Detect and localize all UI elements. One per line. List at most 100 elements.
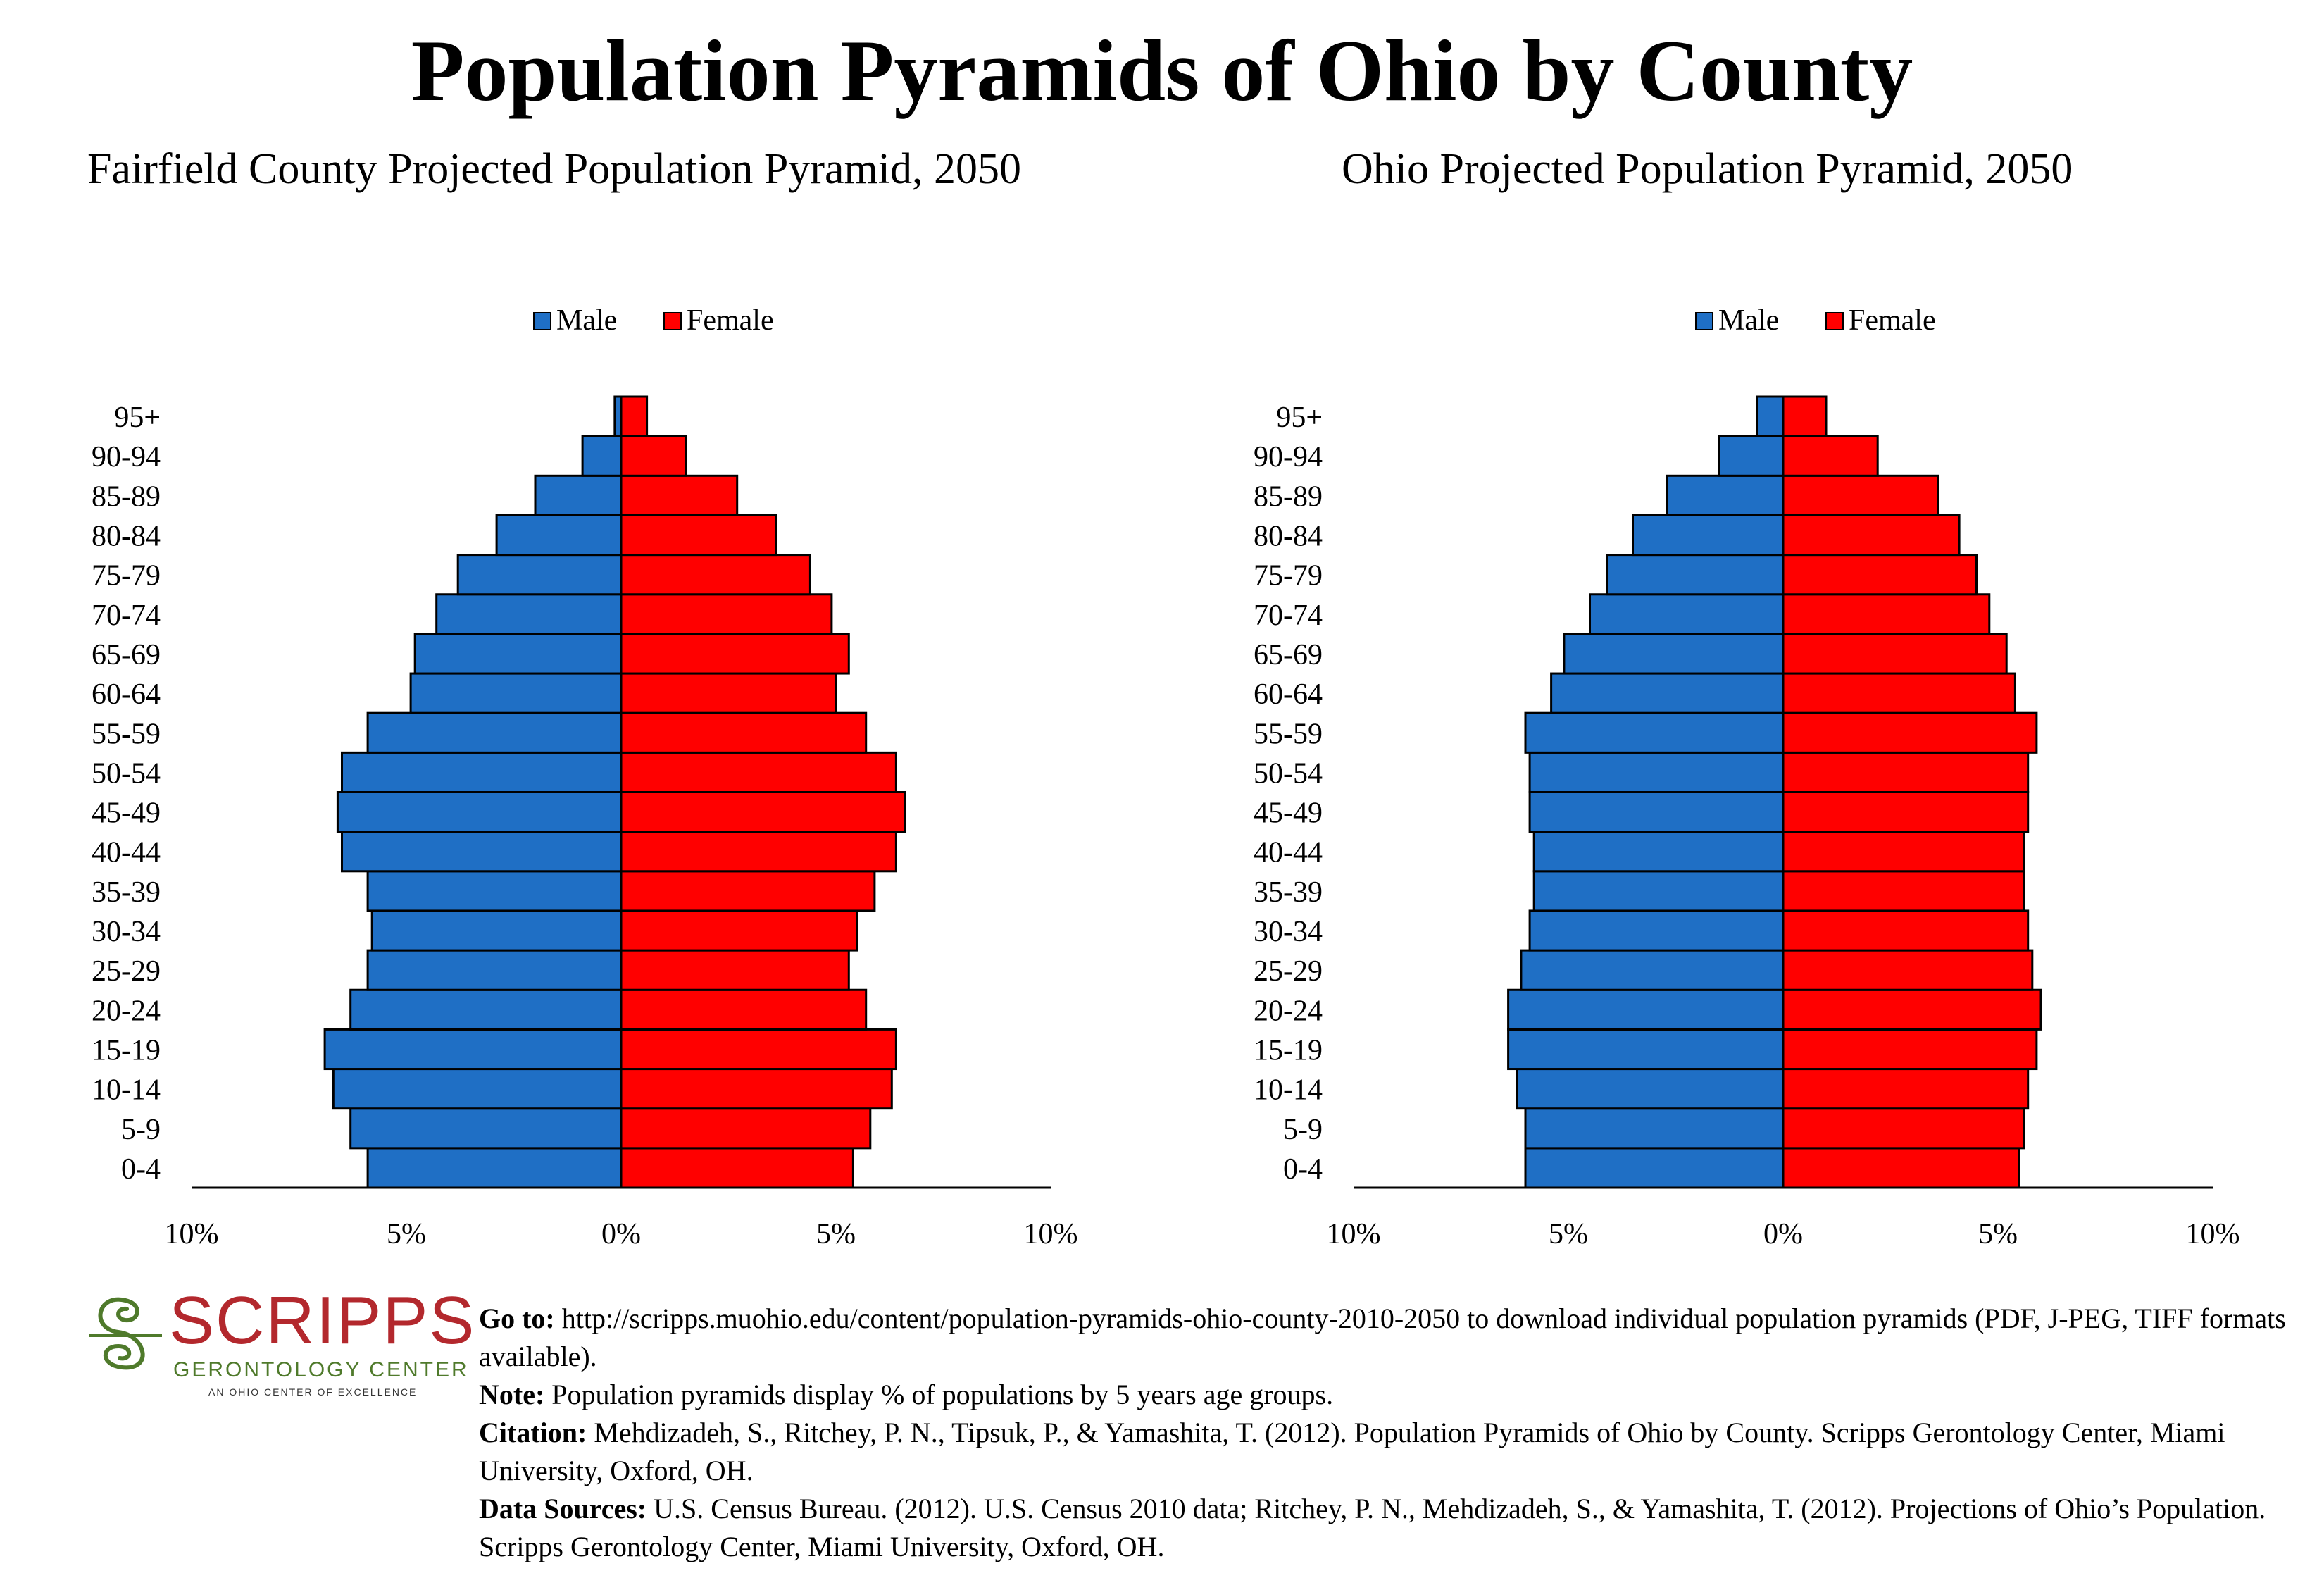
male-bar-40-44: [341, 831, 623, 873]
female-bar-80-84: [1782, 514, 1961, 557]
footer-notes: Go to: http://scripps.muohio.edu/content…: [479, 1300, 2310, 1566]
male-bar-65-69: [1563, 633, 1785, 675]
male-bar-70-74: [1589, 593, 1785, 635]
male-bar-35-39: [1532, 870, 1785, 912]
age-group-label: 35-39: [92, 876, 161, 909]
age-group-label: 30-34: [1254, 916, 1323, 948]
female-bar-0-4: [1782, 1147, 2020, 1189]
male-bar-30-34: [1528, 909, 1785, 952]
ohio-pyramid-chart: 0-4 5-9 10-14 15-19 20-24 25-29 30-34 35-39 40-4…: [1254, 304, 2240, 1250]
male-bar-0-4: [1524, 1147, 1785, 1189]
female-bar-40-44: [1782, 831, 2025, 873]
female-bar-70-74: [1782, 593, 1991, 635]
male-bar-55-59: [1524, 711, 1785, 754]
female-bar-45-49: [620, 791, 906, 833]
male-bar-25-29: [1520, 949, 1785, 991]
x-tick-label: 0%: [601, 1218, 641, 1250]
female-bar-40-44: [620, 831, 897, 873]
legend-swatch-female: [1825, 312, 1844, 330]
female-bar-60-64: [1782, 672, 2016, 714]
male-bar-60-64: [409, 672, 623, 714]
age-group-label: 30-34: [92, 916, 161, 948]
x-tick-label: 0%: [1763, 1218, 1803, 1250]
male-bar-40-44: [1532, 831, 1785, 873]
legend-swatch-female: [663, 312, 682, 330]
x-tick-label: 5%: [1978, 1218, 2018, 1250]
female-bar-70-74: [620, 593, 833, 635]
x-tick-label: 5%: [816, 1218, 856, 1250]
age-group-label: 15-19: [92, 1034, 161, 1067]
age-group-label: 80-84: [92, 521, 161, 553]
age-group-label: 85-89: [1254, 480, 1323, 513]
male-bar-5-9: [349, 1107, 623, 1150]
male-bar-50-54: [1528, 751, 1785, 793]
female-bar-65-69: [620, 633, 850, 675]
female-bar-25-29: [1782, 949, 2034, 991]
age-group-label: 45-49: [92, 797, 161, 830]
age-group-label: 55-59: [92, 718, 161, 750]
footer-data-sources: Data Sources: U.S. Census Bureau. (2012)…: [479, 1493, 2266, 1562]
age-group-label: 0-4: [121, 1153, 161, 1186]
female-bar-25-29: [620, 949, 850, 991]
female-bar-30-34: [1782, 909, 2030, 952]
legend-swatch-male: [1695, 312, 1713, 330]
female-bar-95+: [620, 395, 649, 437]
male-bar-35-39: [366, 870, 623, 912]
age-group-label: 5-9: [121, 1114, 161, 1146]
age-group-label: 65-69: [92, 639, 161, 671]
male-bar-50-54: [341, 751, 623, 793]
male-bar-90-94: [581, 435, 623, 477]
age-group-label: 40-44: [92, 837, 161, 869]
male-bar-15-19: [323, 1028, 623, 1071]
female-bar-80-84: [620, 514, 777, 557]
age-group-label: 5-9: [1283, 1114, 1323, 1146]
female-bar-95+: [1782, 395, 1828, 437]
male-bar-45-49: [336, 791, 623, 833]
legend-swatch-male: [533, 312, 551, 330]
female-bar-60-64: [620, 672, 837, 714]
age-group-label: 60-64: [92, 678, 161, 711]
female-bar-5-9: [620, 1107, 872, 1150]
age-group-label: 0-4: [1283, 1153, 1323, 1186]
age-group-label: 95+: [1276, 402, 1323, 434]
male-bar-85-89: [1666, 474, 1785, 516]
male-bar-95+: [1756, 395, 1785, 437]
age-group-label: 70-74: [1254, 599, 1323, 632]
male-bar-75-79: [1606, 554, 1785, 596]
age-group-label: 90-94: [92, 441, 161, 473]
x-tick-label: 10%: [1327, 1218, 1381, 1250]
age-group-label: 80-84: [1254, 521, 1323, 553]
female-bar-55-59: [1782, 711, 2038, 754]
male-bar-45-49: [1528, 791, 1785, 833]
legend-label-male: Male: [556, 304, 617, 337]
female-bar-75-79: [1782, 554, 1978, 596]
female-bar-50-54: [620, 751, 897, 793]
x-tick-label: 5%: [387, 1218, 426, 1250]
male-bar-15-19: [1507, 1028, 1785, 1071]
male-bar-70-74: [435, 593, 623, 635]
male-bar-5-9: [1524, 1107, 1785, 1150]
scripps-logo-tagline: AN OHIO CENTER OF EXCELLENCE: [208, 1386, 418, 1398]
female-bar-50-54: [1782, 751, 2030, 793]
footer-note: Note: Population pyramids display % of p…: [479, 1379, 1334, 1410]
age-group-label: 10-14: [92, 1074, 161, 1107]
scripps-logo-subtitle: GERONTOLOGY CENTER: [173, 1358, 469, 1381]
age-group-label: 85-89: [92, 480, 161, 513]
female-bar-35-39: [620, 870, 876, 912]
male-bar-80-84: [495, 514, 623, 557]
age-group-label: 25-29: [1254, 955, 1323, 988]
age-group-label: 15-19: [1254, 1034, 1323, 1067]
female-bar-30-34: [620, 909, 858, 952]
female-bar-5-9: [1782, 1107, 2025, 1150]
age-group-label: 50-54: [92, 757, 161, 790]
legend-label-female: Female: [687, 304, 774, 337]
footer-goto: Go to: http://scripps.muohio.edu/content…: [479, 1303, 2286, 1372]
legend: Male Female: [533, 304, 774, 337]
age-group-label: 25-29: [92, 955, 161, 988]
age-group-label: 75-79: [92, 560, 161, 592]
age-group-label: 50-54: [1254, 757, 1323, 790]
female-bar-90-94: [620, 435, 687, 477]
x-tick-label: 10%: [165, 1218, 219, 1250]
page-title: Population Pyramids of Ohio by County: [411, 23, 1913, 119]
female-bar-45-49: [1782, 791, 2030, 833]
